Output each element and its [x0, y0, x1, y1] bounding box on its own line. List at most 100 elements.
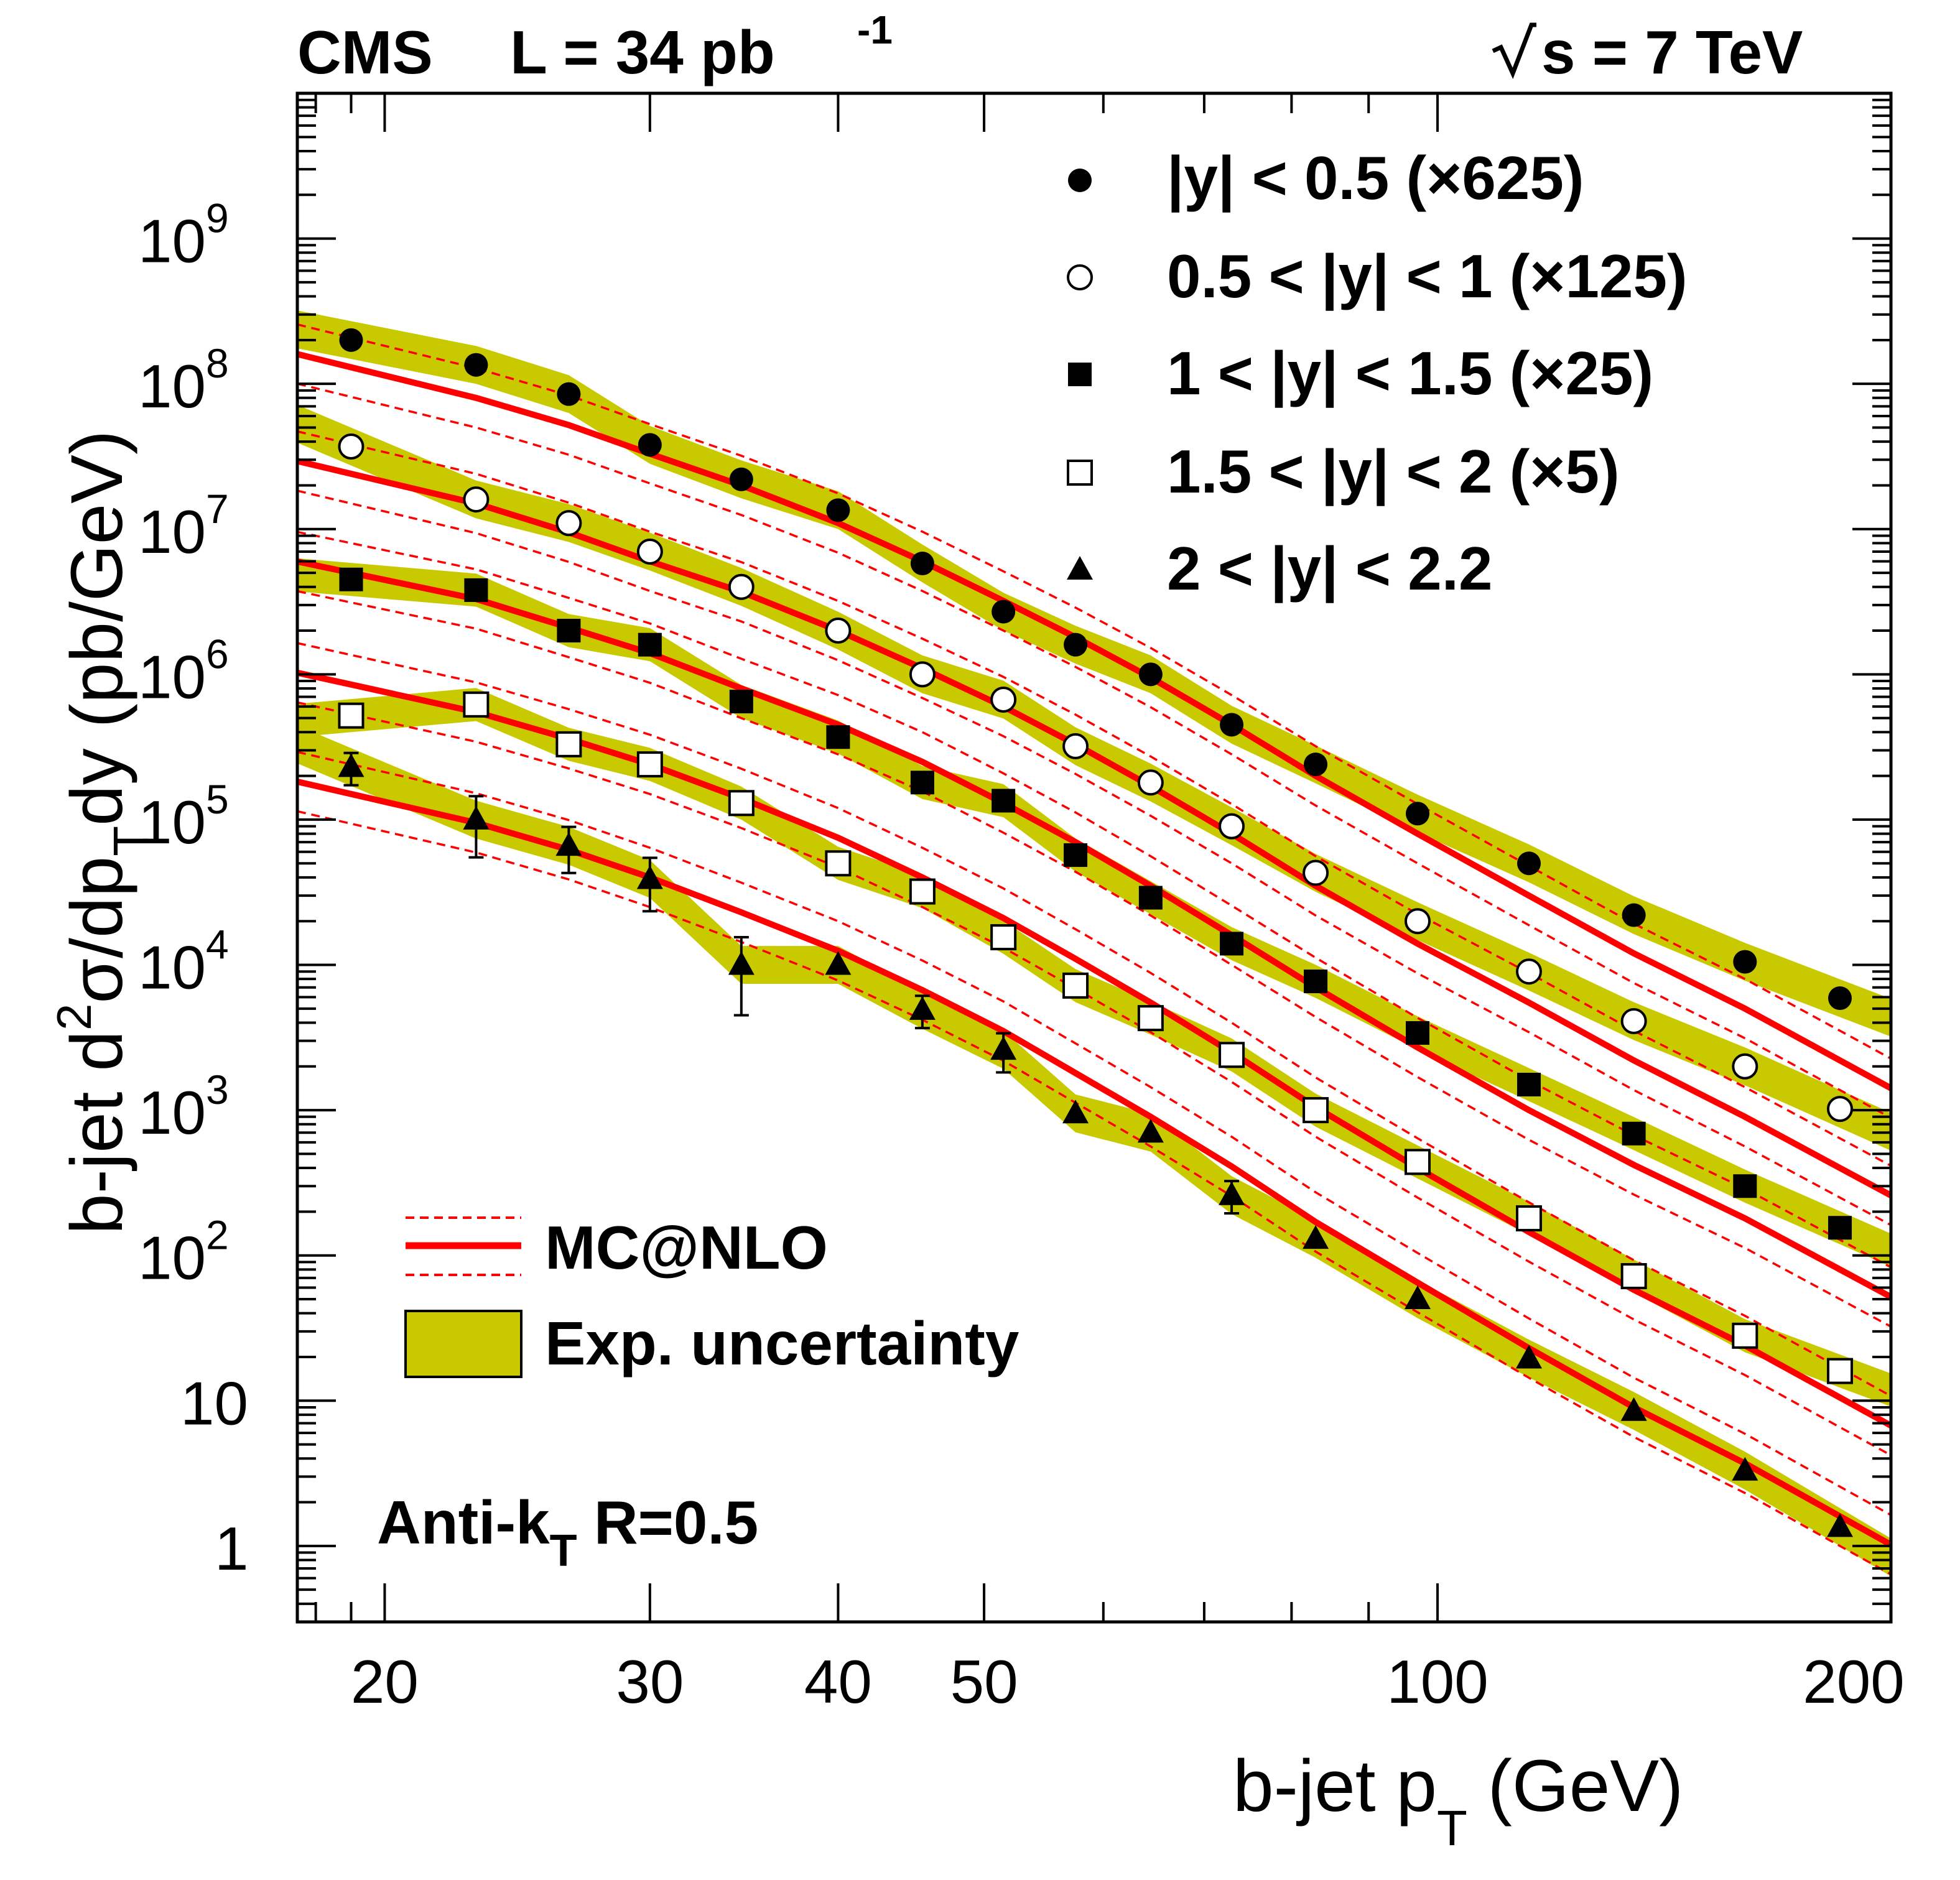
- legend-label-1: 0.5 < |y| < 1 (×125): [1167, 242, 1688, 312]
- data-point: [638, 433, 662, 457]
- data-points: [338, 328, 1854, 1537]
- mc-central-3: [296, 669, 1893, 1429]
- data-point: [1516, 1345, 1543, 1369]
- y-tick-label: 1: [215, 1514, 249, 1583]
- y-tick-label: 105: [138, 776, 229, 856]
- algorithm-label: Anti-kT R=0.5: [377, 1488, 758, 1576]
- data-point: [1219, 1042, 1245, 1068]
- data-point: [1220, 932, 1244, 956]
- legend-label-3: 1.5 < |y| < 2 (×5): [1167, 437, 1620, 507]
- data-point: [636, 865, 663, 889]
- data-point: [1406, 802, 1430, 826]
- data-point: [1138, 662, 1163, 687]
- data-point: [729, 467, 753, 491]
- energy-label: s = 7 TeV: [1541, 18, 1803, 86]
- x-tick-label: 50: [950, 1647, 1018, 1716]
- axes: 1 10 102 103 104 105 106 107 108 109 20 30 40 50 100 20…: [138, 91, 1905, 1716]
- mc-upper-1: [297, 430, 1892, 1167]
- data-point: [557, 619, 581, 643]
- mc-upper-3: [297, 642, 1892, 1397]
- y-tick-label: 106: [138, 631, 229, 711]
- data-point: [825, 850, 852, 877]
- data-point: [463, 691, 490, 718]
- data-point: [1733, 950, 1757, 974]
- data-point: [1828, 986, 1852, 1011]
- mc-upper-4: [297, 751, 1892, 1516]
- legend-label-4: 2 < |y| < 2.2: [1167, 534, 1492, 604]
- uncertainty-band-0: [297, 310, 1891, 1037]
- data-point: [1304, 970, 1328, 994]
- legend-marker-2: [1068, 363, 1092, 386]
- mc-lower-0: [297, 382, 1892, 1119]
- y-tick-label: 103: [138, 1067, 229, 1147]
- data-point: [464, 578, 488, 602]
- data-point: [1620, 1007, 1647, 1034]
- data-point: [1517, 851, 1541, 876]
- data-point: [1732, 1456, 1758, 1481]
- luminosity-label: L = 34 pb: [510, 18, 775, 86]
- uncertainty-band-4: [297, 725, 1891, 1577]
- data-point: [1303, 1097, 1329, 1124]
- experiment-label: CMS: [297, 18, 433, 86]
- data-point: [909, 996, 936, 1020]
- data-point: [1219, 1181, 1245, 1205]
- data-point: [1220, 713, 1244, 737]
- x-tick-label: 100: [1386, 1647, 1489, 1716]
- x-axis-title: b-jet pT (GeV): [1233, 1745, 1683, 1856]
- data-point: [1064, 632, 1088, 657]
- data-point: [1062, 1100, 1089, 1124]
- data-point: [1828, 1216, 1852, 1240]
- data-point: [1219, 813, 1245, 840]
- data-point: [1405, 1285, 1431, 1310]
- data-point: [555, 510, 582, 537]
- data-point: [1405, 908, 1431, 935]
- y-tick-label: 107: [138, 486, 229, 566]
- data-point: [1304, 752, 1328, 777]
- data-point: [339, 567, 363, 591]
- data-point: [1732, 1053, 1758, 1080]
- data-point: [464, 353, 488, 377]
- data-point: [1827, 1513, 1854, 1537]
- luminosity-exponent: -1: [857, 7, 893, 52]
- data-point: [636, 538, 663, 565]
- mc-lower-2: [297, 590, 1892, 1328]
- uncertainty-band-1: [297, 405, 1891, 1151]
- legend-marker-3: [1067, 460, 1093, 486]
- data-point: [992, 789, 1016, 813]
- legend-marker-1: [1067, 264, 1093, 290]
- data-point: [910, 771, 934, 795]
- data-point: [1062, 733, 1089, 759]
- data-point: [1303, 1225, 1329, 1249]
- legend-mc-label: MC@NLO: [545, 1213, 828, 1282]
- data-point: [728, 790, 755, 817]
- data-point: [1517, 1072, 1541, 1096]
- data-point: [638, 632, 662, 657]
- x-tick-label: 30: [616, 1647, 684, 1716]
- x-tick-label: 200: [1803, 1647, 1905, 1716]
- legend-top: |y| < 0.5 (×625) 0.5 < |y| < 1 (×125) 1 …: [1067, 144, 1688, 604]
- sqrt-symbol: [1492, 22, 1536, 80]
- data-point: [825, 618, 852, 644]
- uncertainty-band-2: [297, 558, 1891, 1267]
- mc-upper-0: [297, 323, 1892, 1060]
- data-point: [1516, 1205, 1543, 1232]
- data-point: [1827, 1358, 1854, 1384]
- data-point: [338, 433, 365, 460]
- y-tick-label: 109: [138, 195, 229, 276]
- data-point: [555, 731, 582, 757]
- y-tick-label: 10: [180, 1369, 248, 1437]
- uncertainty-bands: [297, 310, 1891, 1577]
- data-point: [1138, 886, 1163, 910]
- legend-band-swatch: [404, 1310, 523, 1378]
- uncertainty-band-3: [297, 688, 1891, 1407]
- data-point: [1733, 1174, 1757, 1198]
- data-point: [1732, 1322, 1758, 1349]
- data-point: [909, 878, 936, 905]
- data-point: [728, 951, 755, 975]
- y-tick-label: 108: [138, 340, 229, 420]
- data-point: [1620, 1397, 1647, 1421]
- data-point: [463, 805, 490, 830]
- data-point: [909, 661, 936, 688]
- data-point: [463, 486, 490, 513]
